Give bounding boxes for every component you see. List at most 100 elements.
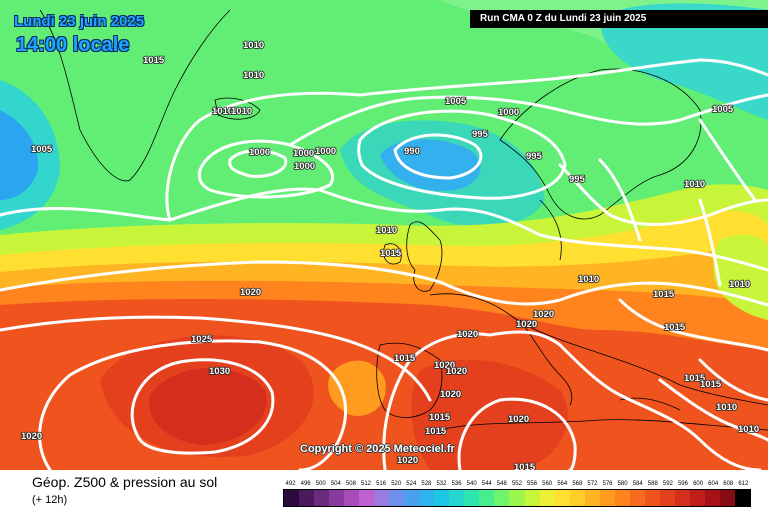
legend-tick-label: 516 xyxy=(376,481,387,487)
z500-band-darkred-africa xyxy=(411,359,568,470)
run-banner: Run CMA 0 Z du Lundi 23 juin 2025 xyxy=(470,10,768,28)
legend-swatch xyxy=(719,490,735,506)
isobar-label: 1015 xyxy=(514,462,536,470)
legend-swatch xyxy=(464,490,480,506)
z500-band-blue-west xyxy=(0,110,39,200)
isobar-label: 1010 xyxy=(212,106,233,117)
isobar-label: 1020 xyxy=(508,414,529,425)
isobar-label: 1005 xyxy=(712,104,734,115)
legend-tick-label: 512 xyxy=(361,481,372,487)
legend-swatch xyxy=(569,490,585,506)
legend-tick-label: 556 xyxy=(527,481,538,487)
isobar-label: 1020 xyxy=(434,360,455,371)
isobar-label: 1010 xyxy=(729,279,750,290)
legend-tick-label: 540 xyxy=(466,481,477,487)
legend-swatch xyxy=(524,490,540,506)
isobar-label: 1020 xyxy=(446,366,467,377)
legend-swatch xyxy=(704,490,720,506)
legend-tick-label: 564 xyxy=(557,481,568,487)
legend-swatch xyxy=(629,490,645,506)
isobar-label: 1010 xyxy=(243,70,264,81)
isobar-label: 1010 xyxy=(231,106,252,117)
isobar-label: 1020 xyxy=(533,309,554,320)
isobar-label: 1015 xyxy=(664,322,686,333)
z500-band-orange-iberia xyxy=(328,360,386,416)
legend-tick-label: 536 xyxy=(451,481,462,487)
z500-band-yellow-east xyxy=(713,234,768,320)
isobar-label: 1020 xyxy=(457,329,478,340)
isobar-label: 1005 xyxy=(445,96,467,107)
isobar-label: 1000 xyxy=(294,161,315,172)
legend-tick-label: 608 xyxy=(723,481,734,487)
isobar-label: 990 xyxy=(404,146,420,157)
color-legend: 492 496 500 504 508 512 516 520 524 528 532 536 540 5… xyxy=(283,479,751,507)
isobar-label: 1000 xyxy=(315,146,336,157)
legend-swatch xyxy=(599,490,615,506)
forecast-date: Lundi 23 juin 2025 xyxy=(14,13,145,30)
legend-tick-label: 580 xyxy=(617,481,628,487)
legend-tick-label: 604 xyxy=(708,481,719,487)
legend-swatch xyxy=(734,490,750,506)
legend-swatch xyxy=(584,490,600,506)
legend-swatch xyxy=(299,490,315,506)
legend-swatch xyxy=(359,490,375,506)
legend-tick-label: 592 xyxy=(662,481,673,487)
legend-tick-label: 560 xyxy=(542,481,553,487)
isobar-label: 1020 xyxy=(21,431,42,442)
isobar-label: 1010 xyxy=(716,402,737,413)
isobar-label: 995 xyxy=(526,151,543,162)
legend-swatch xyxy=(329,490,345,506)
legend-tick-label: 508 xyxy=(345,481,356,487)
isobar-label: 1020 xyxy=(440,389,461,400)
legend-swatch xyxy=(449,490,465,506)
legend-swatch xyxy=(674,490,690,506)
legend-swatch xyxy=(284,490,300,506)
legend-tick-label: 584 xyxy=(632,481,643,487)
legend-swatch xyxy=(614,490,630,506)
isobar-label: 1010 xyxy=(376,225,397,236)
legend-swatch xyxy=(404,490,420,506)
isobar-label: 1020 xyxy=(240,287,261,298)
isobar-label: 1010 xyxy=(684,179,705,190)
legend-swatch xyxy=(344,490,360,506)
legend-colorbar xyxy=(283,489,751,507)
isobar-label: 1015 xyxy=(700,379,722,390)
chart-title: Géop. Z500 & pression au sol xyxy=(32,474,218,490)
legend-tick-label: 568 xyxy=(572,481,583,487)
legend-swatch xyxy=(494,490,510,506)
legend-tick-label: 576 xyxy=(602,481,613,487)
legend-tick-label: 532 xyxy=(436,481,447,487)
isobar-label: 1025 xyxy=(191,334,213,345)
isobar-label: 1015 xyxy=(653,289,675,300)
isobar-label: 1000 xyxy=(498,107,519,118)
legend-swatch xyxy=(659,490,675,506)
legend-tick-label: 612 xyxy=(738,481,749,487)
legend-tick-label: 528 xyxy=(421,481,432,487)
forecast-time: 14:00 locale xyxy=(16,34,130,56)
isobar-label: 1015 xyxy=(429,412,451,423)
legend-tick-label: 524 xyxy=(406,481,417,487)
isobar-label: 995 xyxy=(569,174,586,185)
legend-ticks: 492 496 500 504 508 512 516 520 524 528 532 536 540 5… xyxy=(283,479,751,489)
isobar-label: 1020 xyxy=(516,319,537,330)
legend-swatch xyxy=(509,490,525,506)
isobar-label: 1015 xyxy=(394,353,416,364)
copyright-text: Copyright © 2025 Meteociel.fr xyxy=(300,443,455,455)
legend-swatch xyxy=(419,490,435,506)
isobar-label: 1020 xyxy=(397,455,418,466)
legend-tick-label: 588 xyxy=(647,481,658,487)
isobar-label: 1015 xyxy=(684,373,706,384)
legend-swatch xyxy=(434,490,450,506)
legend-tick-label: 520 xyxy=(391,481,402,487)
legend-swatch xyxy=(314,490,330,506)
legend-tick-label: 572 xyxy=(587,481,598,487)
isobar-label: 1015 xyxy=(425,426,447,437)
isobar-label: 1010 xyxy=(243,40,264,51)
isobar-label: 1000 xyxy=(249,147,270,158)
legend-swatch xyxy=(689,490,705,506)
isobar-label: 1015 xyxy=(143,55,165,66)
z500-band-deepred xyxy=(149,368,267,445)
legend-swatch xyxy=(479,490,495,506)
weather-map: 1010 1015 1010 1010 1010 1005 1000 995 9… xyxy=(0,0,768,470)
isobar-label: 1015 xyxy=(380,248,402,259)
